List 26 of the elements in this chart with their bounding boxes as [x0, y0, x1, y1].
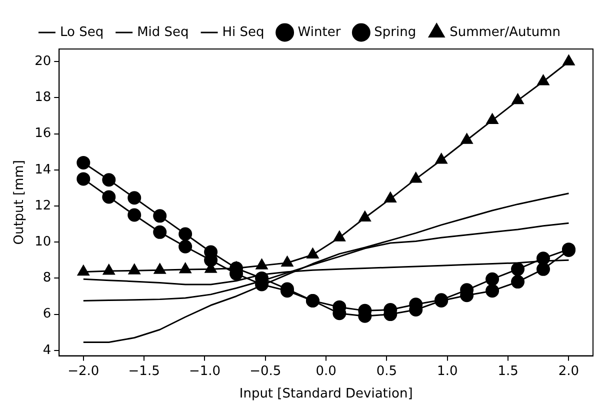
legend-label: Winter [298, 24, 342, 40]
y-tick-label: 18 [34, 90, 52, 106]
x-tick-label: −1.0 [188, 364, 221, 379]
legend-label: Hi Seq [222, 24, 264, 40]
y-tick-label: 12 [34, 198, 52, 214]
x-tick-label: −2.0 [68, 364, 100, 379]
y-tick-label: 10 [34, 234, 52, 250]
x-tick-label: 0.0 [316, 364, 336, 379]
y-tick-label: 20 [34, 54, 52, 70]
x-tick-label: −0.5 [250, 364, 282, 379]
legend-label: Summer/Autumn [450, 24, 561, 40]
x-tick-label: 2.0 [558, 364, 580, 379]
legend-label: Spring [374, 24, 416, 40]
y-axis-title: Output [mm] [12, 160, 28, 245]
y-tick-label: 6 [42, 306, 52, 322]
legend-label: Lo Seq [60, 24, 104, 40]
x-tick-label: 1.0 [437, 364, 458, 379]
x-tick-label: −1.5 [128, 364, 160, 379]
legend-label: Mid Seq [137, 24, 189, 40]
y-tick-label: 14 [34, 162, 52, 178]
y-tick-label: 8 [42, 270, 52, 286]
y-tick-label: 16 [34, 126, 52, 142]
y-tick-label: 4 [42, 342, 52, 358]
x-tick-label: 0.5 [376, 364, 398, 379]
x-tick-label: 1.5 [498, 364, 518, 379]
x-axis-title: Input [Standard Deviation] [239, 386, 413, 402]
